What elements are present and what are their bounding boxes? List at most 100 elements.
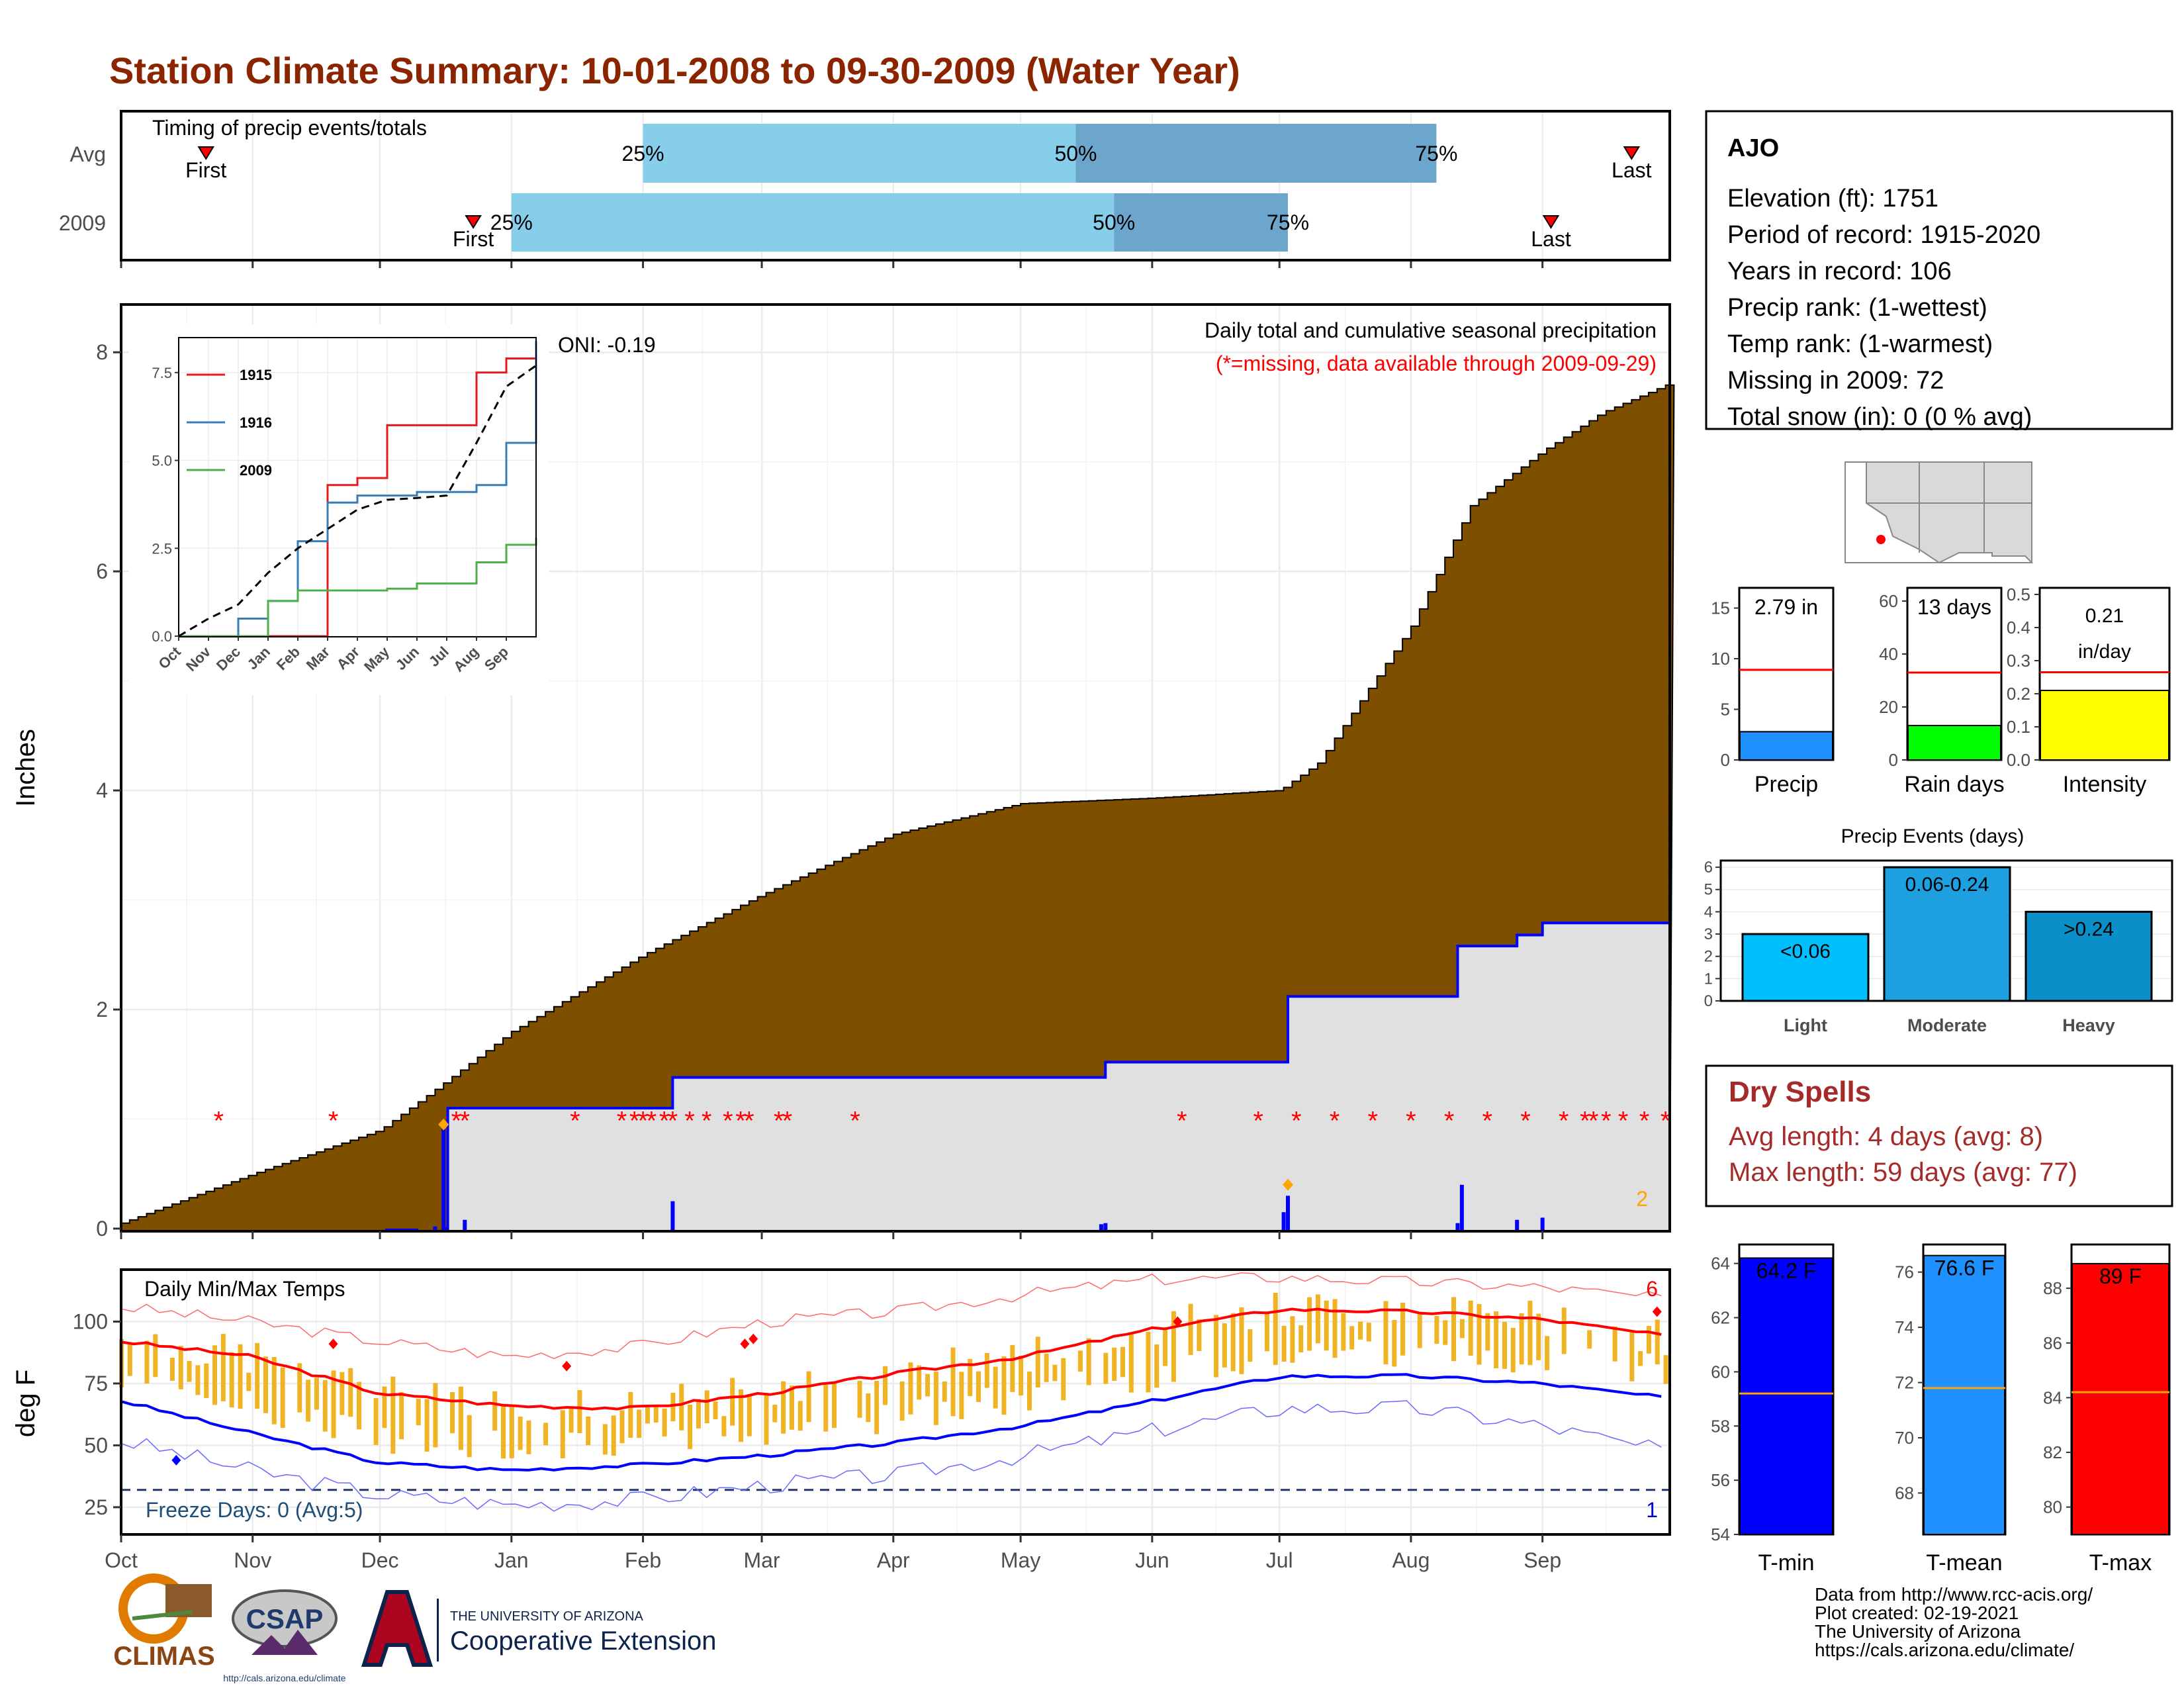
temp-x-tick-label: Nov	[234, 1548, 271, 1572]
daily-temp-bar	[526, 1420, 531, 1454]
events-y-tick-label: 6	[1704, 859, 1713, 876]
missing-asterisk: *	[1639, 1107, 1650, 1136]
daily-temp-bar	[1222, 1323, 1227, 1368]
temp-x-tick-label: Jun	[1135, 1548, 1169, 1572]
freeze-days: Freeze Days: 0 (Avg:5)	[146, 1498, 363, 1522]
station-period: Period of record: 1915-2020	[1727, 221, 2040, 249]
events-bar-range-label: <0.06	[1780, 941, 1831, 962]
daily-temp-bar	[263, 1356, 268, 1413]
station-frame	[1705, 110, 2173, 430]
daily-temp-bar	[993, 1366, 998, 1409]
daily-temp-bar	[238, 1344, 243, 1409]
timing-markers: First Last First Last	[185, 146, 1652, 251]
mini-bar-value	[1739, 731, 1833, 761]
daily-temp-bar	[518, 1417, 523, 1450]
daily-temp-bar	[942, 1382, 947, 1402]
missing-asterisk: *	[735, 1107, 746, 1136]
mini-bar-tick-label: 40	[1879, 644, 1898, 664]
inset-line-1916	[179, 341, 537, 637]
csap-cloud	[232, 1589, 338, 1648]
daily-temp-bar	[1077, 1350, 1083, 1372]
daily-temp-bar	[713, 1401, 718, 1419]
daily-temp-bar	[1315, 1294, 1320, 1344]
daily-temp-bar	[806, 1371, 811, 1423]
daily-temp-bar	[1646, 1326, 1651, 1354]
credit-plot-created: Plot created: 02-19-2021	[1815, 1603, 2019, 1623]
avg-tmin-line	[120, 1373, 1662, 1472]
climas-logo[interactable]: CLIMAS	[113, 1573, 215, 1671]
daily-temp-bar	[127, 1344, 132, 1376]
daily-temp-bar	[1044, 1353, 1049, 1382]
cumulative-2009-area	[443, 923, 1669, 1231]
daily-temp-bar	[976, 1371, 981, 1403]
mini-bar-panels: 0 5 10 15 2.79 in Precip 0 20 40 60 13 days Rain da…	[1711, 585, 2171, 797]
daily-temp-bar	[500, 1405, 506, 1459]
missing-asterisk: *	[459, 1107, 470, 1136]
precip-events-panel: Precip Events (days) <0.06 Light 0.06-0.24…	[1704, 825, 2173, 1035]
missing-asterisk: *	[1367, 1107, 1378, 1136]
daily-temp-bar	[348, 1368, 353, 1417]
events-y-tick-label: 1	[1704, 970, 1713, 988]
daily-temp-bar	[399, 1391, 404, 1440]
mini-bar-tick-label: 0.5	[2007, 585, 2030, 604]
daily-temp-bar	[679, 1383, 684, 1430]
daily-temp-bar	[246, 1372, 251, 1391]
inset-legend-label: 1916	[240, 414, 272, 431]
temp-summary-tick-label: 54	[1711, 1524, 1730, 1544]
daily-temp-bar	[1171, 1311, 1176, 1382]
ua-logo[interactable]: THE UNIVERSITY OF ARIZONA Cooperative Ex…	[361, 1590, 716, 1667]
events-bar-light	[1741, 933, 1870, 1002]
timing-first-marker	[197, 146, 215, 160]
daily-temp-bar	[569, 1409, 574, 1433]
mini-bar-tick-label: 0.1	[2007, 717, 2030, 737]
daily-temp-bar	[1366, 1323, 1371, 1342]
precip-y-tick-label: 6	[96, 559, 108, 583]
precip-y-tick-label: 0	[96, 1217, 108, 1241]
mini-bar-tick-label: 0.2	[2007, 684, 2030, 704]
timing-pct-label: 50%	[1093, 211, 1135, 234]
mini-bar-value-unit: in/day	[2078, 641, 2131, 663]
missing-asterisk: *	[684, 1107, 695, 1136]
daily-temp-bar	[1112, 1347, 1117, 1382]
daily-temp-bar	[1120, 1346, 1125, 1378]
timing-pct-label: 25%	[622, 142, 664, 165]
mini-bar-tick-label: 0.4	[2007, 618, 2030, 637]
daily-temp-bar	[1103, 1352, 1109, 1384]
daily-temp-bar	[1561, 1307, 1567, 1354]
csap-logo[interactable]: CSAP http://cals.arizona.edu/climate	[223, 1589, 346, 1683]
station-location-dot	[1876, 535, 1886, 544]
daily-precip-bar	[1455, 1223, 1460, 1231]
timing-frame	[120, 110, 1671, 261]
temp-y-tick-label: 100	[73, 1310, 108, 1334]
mini-bar-tick-label: 0.0	[2007, 750, 2030, 770]
inset-y-tick-label: 2.5	[152, 540, 172, 557]
daily-temp-bar	[832, 1382, 837, 1429]
temp-summary-value-label: 76.6 F	[1934, 1256, 1995, 1280]
daily-temp-bar	[467, 1415, 472, 1458]
temp-summary-category: T-max	[2089, 1550, 2152, 1575]
record-high-marker	[740, 1338, 750, 1350]
daily-temp-bar	[611, 1415, 616, 1456]
record-high-count: 6	[1646, 1277, 1658, 1301]
oni-value: ONI: -0.19	[558, 333, 656, 357]
credit-url: https://cals.arizona.edu/climate/	[1815, 1640, 2074, 1660]
daily-temp-bar	[204, 1363, 209, 1398]
daily-temp-bar	[169, 1358, 175, 1381]
daily-temp-bars	[119, 1293, 1668, 1459]
temp-summary-tick-label: 62	[1711, 1308, 1730, 1328]
missing-asterisk: *	[1618, 1107, 1629, 1136]
daily-temp-bar	[187, 1360, 192, 1382]
cumulative-2009-line	[442, 921, 1669, 1232]
temp-y-tick-label: 75	[84, 1372, 108, 1395]
daily-temp-bar	[823, 1385, 829, 1432]
dry-spells-title: Dry Spells	[1729, 1076, 1871, 1108]
daily-temp-bar	[577, 1389, 582, 1433]
ua-a-icon	[361, 1590, 433, 1667]
daily-temp-bar	[1010, 1344, 1015, 1392]
inset-y-tick-label: 7.5	[152, 365, 172, 381]
missing-asterisk: *	[638, 1107, 649, 1136]
events-bar-range-label: 0.06-0.24	[1905, 874, 1989, 896]
daily-temp-bar	[1214, 1315, 1219, 1378]
timing-pct-label: 25%	[490, 211, 533, 234]
